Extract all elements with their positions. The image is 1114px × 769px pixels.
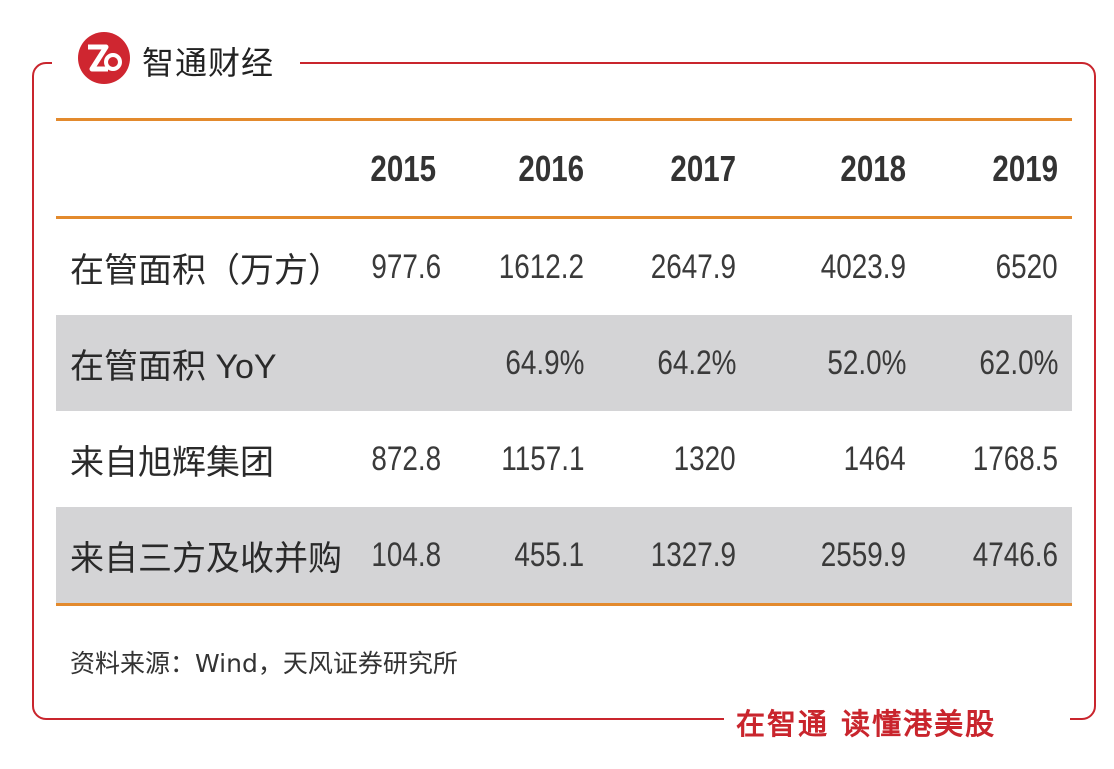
table-cell: 455.1 [514, 535, 584, 574]
table-cell: 1320 [673, 439, 736, 478]
brand-name: 智通财经 [142, 44, 275, 82]
table-cell [356, 344, 434, 383]
column-header: 2015 [370, 147, 437, 189]
table-cell: 1327.9 [650, 535, 736, 574]
table-header-row: 2015 2016 2017 2018 2019 [56, 121, 1072, 216]
table-cell: 62.0% [978, 343, 1058, 382]
row-label: 来自旭辉集团 [70, 443, 274, 482]
table-cell: 4023.9 [820, 247, 906, 286]
column-header: 2018 [840, 147, 906, 189]
table-row: 来自旭辉集团 872.8 1157.1 1320 1464 1768.5 [56, 411, 1072, 507]
row-label: 在管面积（万方） [70, 251, 342, 290]
table-cell: 64.2% [656, 343, 736, 382]
footer-slogan: 在智通 读懂港美股 [736, 707, 997, 741]
table-cell: 6520 [995, 247, 1058, 286]
table-cell: 1612.2 [498, 247, 584, 286]
table-cell: 2559.9 [820, 535, 906, 574]
column-header: 2017 [670, 147, 736, 189]
table-cell: 52.0% [826, 343, 906, 382]
data-table: 2015 2016 2017 2018 2019 在管面积（万方） 977.6 … [56, 118, 1072, 606]
zhitong-logo-icon [78, 32, 130, 84]
card-frame [32, 62, 1096, 720]
column-header: 2016 [518, 147, 584, 189]
table-cell: 64.9% [504, 343, 584, 382]
row-label: 来自三方及收并购 [70, 539, 342, 578]
table-row: 来自三方及收并购 104.8 455.1 1327.9 2559.9 4746.… [56, 507, 1072, 603]
table-cell: 872.8 [371, 439, 442, 478]
table-header-rule [56, 216, 1072, 219]
source-note: 资料来源：Wind，天风证券研究所 [70, 649, 458, 678]
table-cell: 1464 [843, 439, 906, 478]
table-cell: 977.6 [371, 247, 442, 286]
column-header: 2019 [992, 147, 1058, 189]
table-row: 在管面积（万方） 977.6 1612.2 2647.9 4023.9 6520 [56, 219, 1072, 315]
table-row: 在管面积 YoY 64.9% 64.2% 52.0% 62.0% [56, 315, 1072, 411]
row-label: 在管面积 YoY [70, 347, 277, 386]
table-cell: 1768.5 [972, 439, 1058, 478]
table-cell: 104.8 [371, 535, 442, 574]
table-top-rule [56, 118, 1072, 121]
table-bottom-rule [56, 603, 1072, 606]
table-cell: 4746.6 [972, 535, 1058, 574]
table-cell: 1157.1 [500, 439, 584, 478]
table-cell: 2647.9 [650, 247, 736, 286]
frame-gap-bottom [724, 706, 1070, 734]
